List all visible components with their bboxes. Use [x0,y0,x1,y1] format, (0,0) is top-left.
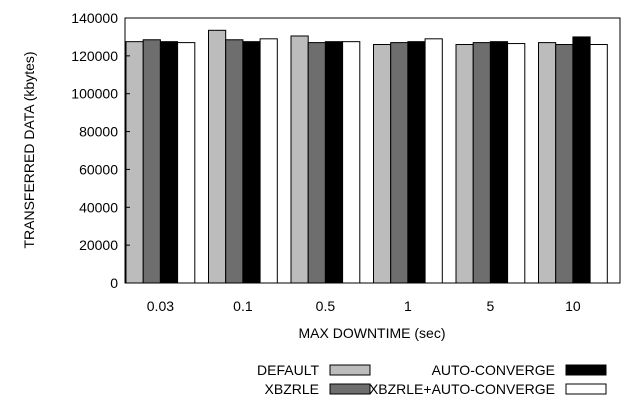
y-tick-label: 140000 [71,10,118,26]
bar [324,41,344,284]
bar [290,35,309,284]
plot-frame [124,17,621,284]
legend-label: DEFAULT [257,362,319,378]
legend-swatch [329,364,371,376]
y-tick-label: 100000 [71,86,118,102]
x-tick-label: 0.5 [316,298,336,314]
bar [455,44,474,284]
bar [489,41,509,284]
y-tick-label: 20000 [79,237,118,253]
bar [572,36,591,284]
legend-label: AUTO-CONVERGE [432,362,555,378]
y-tick-label: 80000 [79,124,118,140]
bar [125,41,144,284]
bar [407,41,426,284]
bar [373,44,392,284]
legend: DEFAULT AUTO-CONVERGE XBZRLE XBZRLE+AUTO-CO… [257,362,607,397]
y-tick-label: 40000 [79,199,118,215]
bar [424,38,443,284]
x-tick-label: 10 [565,298,581,314]
bar [555,44,574,284]
x-tick-label: 1 [404,298,412,314]
axes-layer [124,17,621,284]
bar [390,42,409,284]
legend-swatch [565,383,607,395]
y-tick-label: 60000 [79,161,118,177]
y-tick-label: 120000 [71,48,118,64]
y-tick-label: 0 [110,275,118,291]
bar [159,41,179,284]
legend-swatch [565,364,607,376]
bar [538,42,557,284]
x-tick-label: 0.03 [147,298,174,314]
bar [342,41,361,284]
x-tick-label: 0.1 [233,298,253,314]
bars-layer [125,29,608,284]
y-axis-label: TRANSFERRED DATA (kbytes) [21,51,37,248]
bar [177,42,196,284]
legend-swatch [329,383,371,395]
legend-label: XBZRLE+AUTO-CONVERGE [369,381,555,397]
y-axis-ticks: 0 20000 40000 60000 80000 100000 120000 140000 [71,10,130,291]
x-tick-label: 5 [487,298,495,314]
bar [589,44,608,284]
legend-label: XBZRLE [265,381,319,397]
bar [307,42,326,284]
bar [242,41,261,284]
bar [142,39,161,284]
bar [507,43,526,284]
x-axis-ticks: 0.03 0.1 0.5 1 5 10 [147,298,581,314]
x-axis-label: MAX DOWNTIME (sec) [299,325,446,341]
bar [259,38,278,284]
bar [472,42,491,284]
bar [225,39,244,284]
bar [208,29,227,284]
